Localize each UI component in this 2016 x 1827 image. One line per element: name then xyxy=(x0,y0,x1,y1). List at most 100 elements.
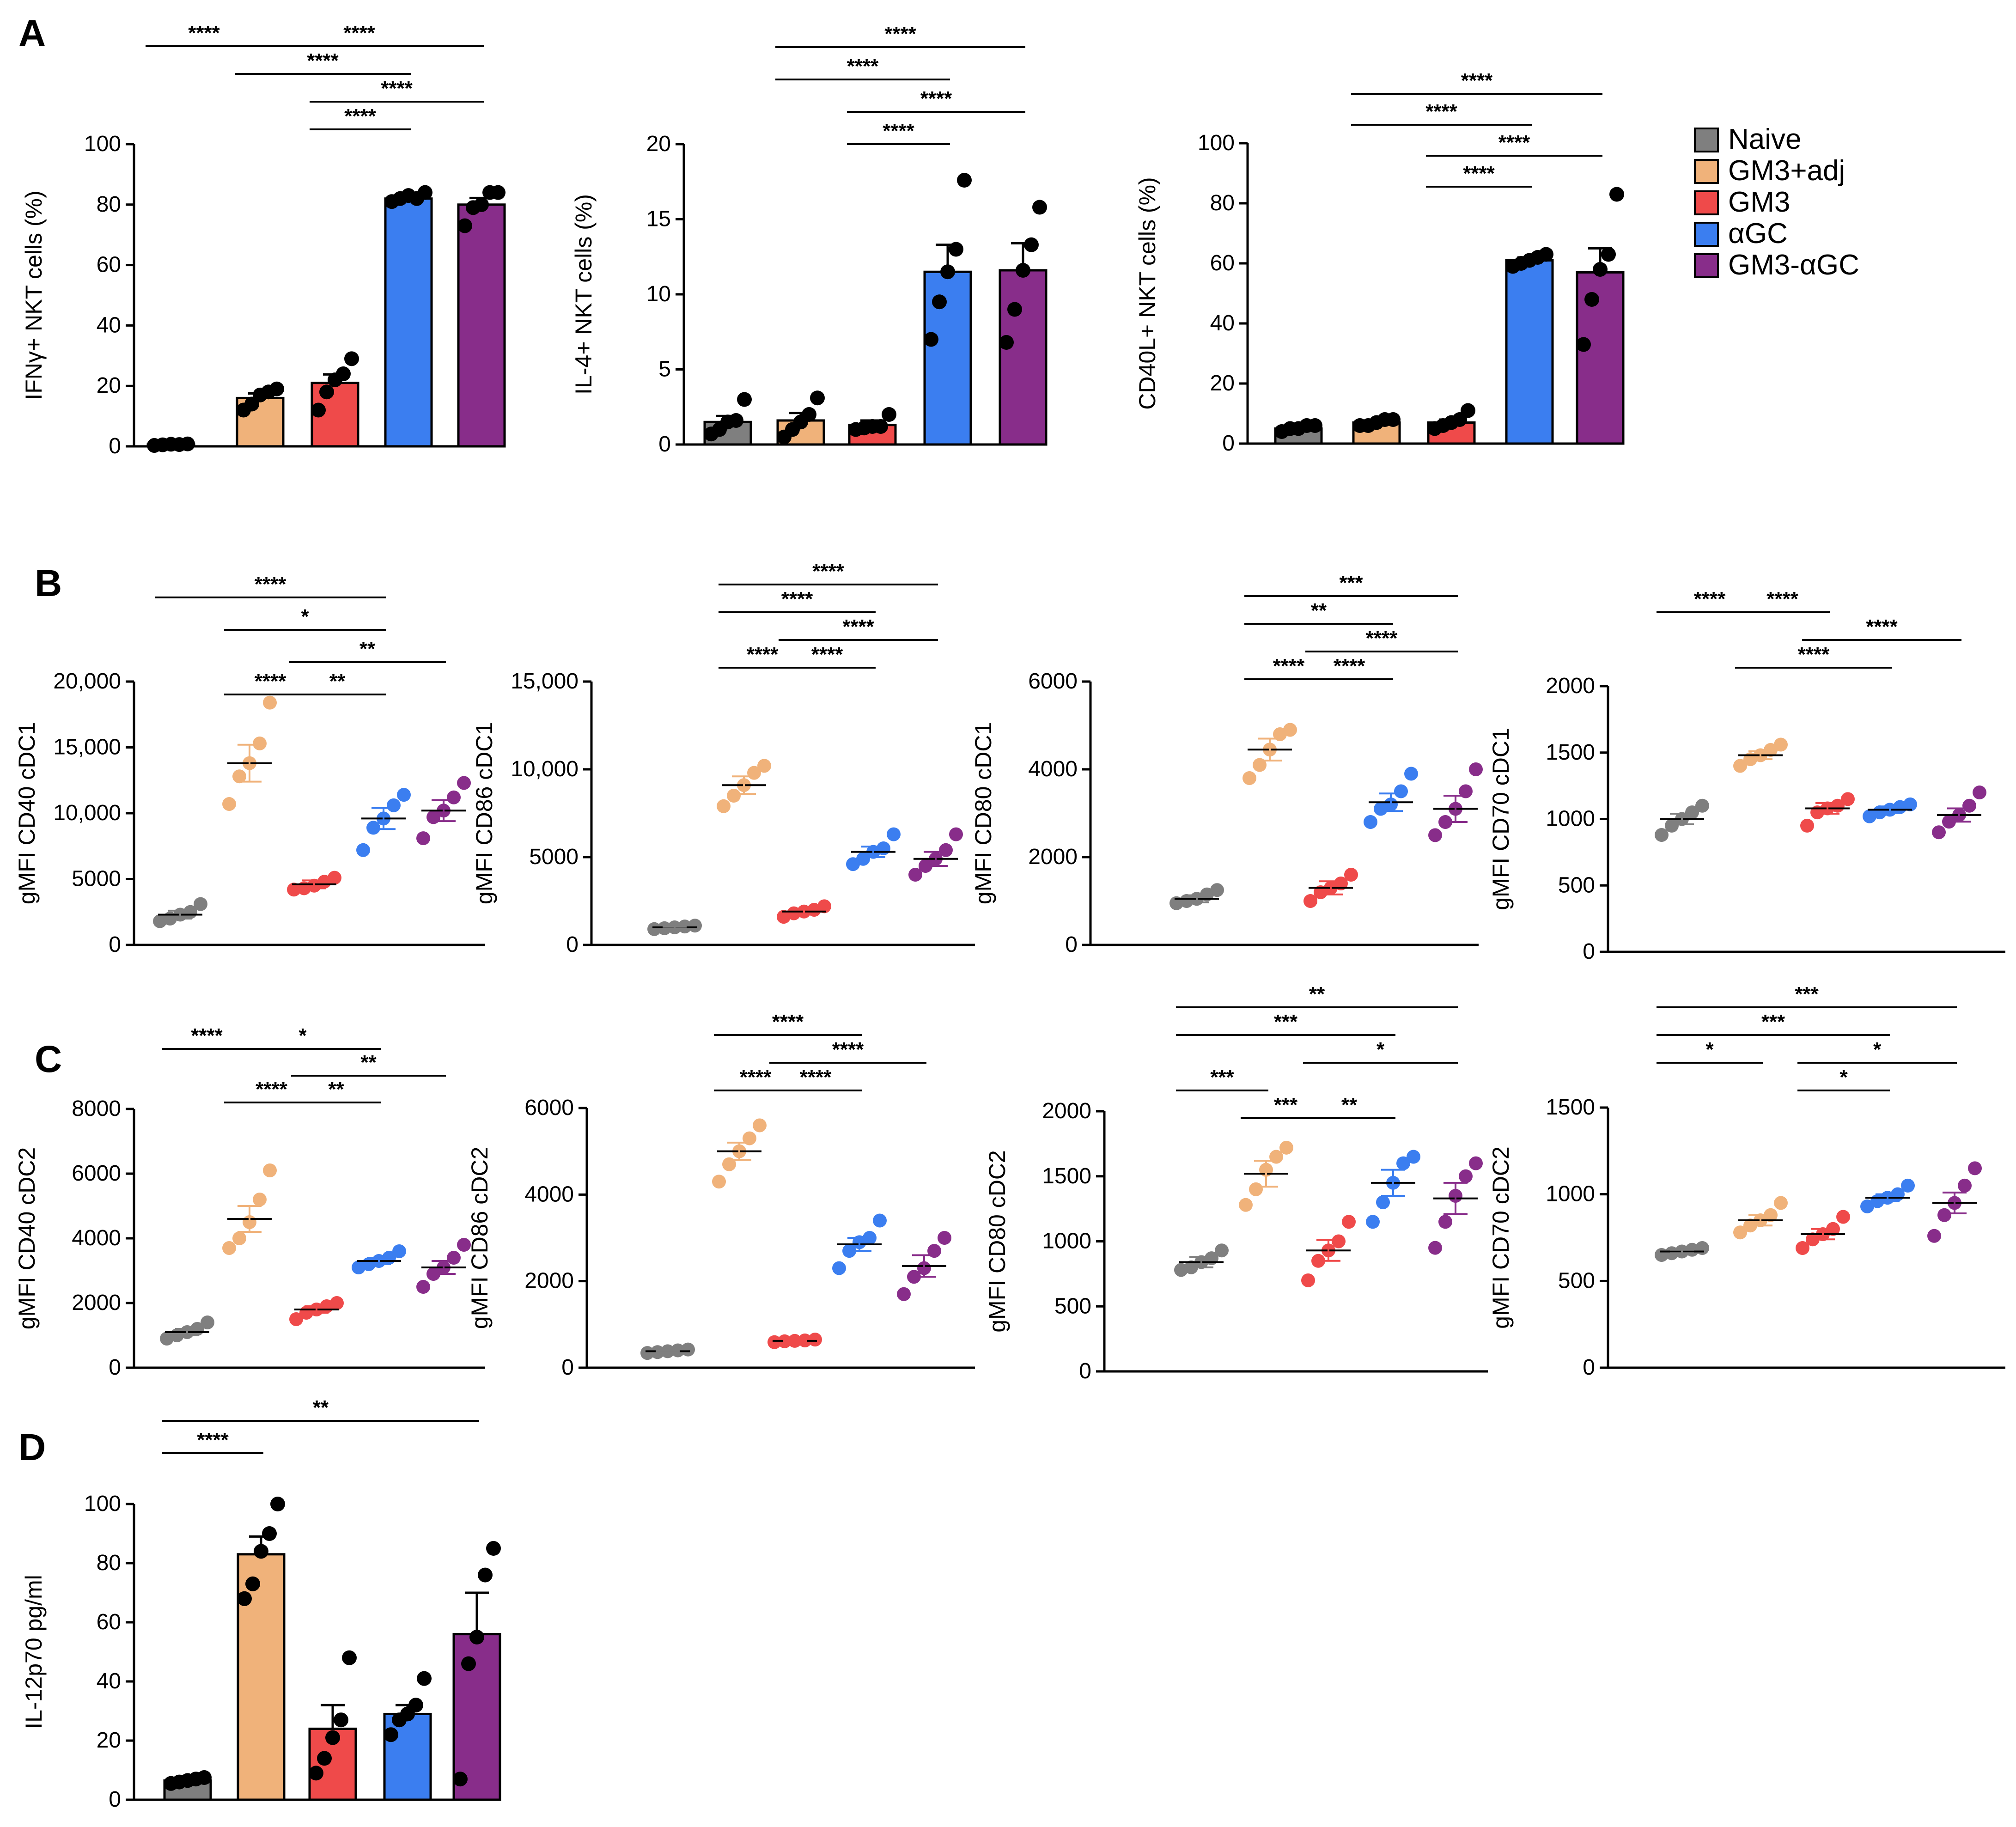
data-point-gm3-adj xyxy=(232,769,246,784)
y-tick-label: 5000 xyxy=(529,845,579,869)
data-point-gm3-agc xyxy=(1601,247,1616,262)
data-point-gm3-adj xyxy=(810,390,825,406)
data-point-gm3-agc xyxy=(1024,237,1039,252)
y-tick-label: 0 xyxy=(109,1787,121,1812)
legend-swatch-agc xyxy=(1694,222,1719,247)
data-point-gm3 xyxy=(1836,1210,1850,1224)
data-point-agc xyxy=(846,857,860,871)
significance-label: **** xyxy=(256,1078,287,1101)
data-point-gm3-agc xyxy=(949,827,963,841)
data-point-gm3-agc xyxy=(1428,1241,1442,1255)
data-point-gm3-agc xyxy=(1469,762,1483,776)
y-tick-label: 100 xyxy=(1198,131,1235,155)
data-point-gm3-agc xyxy=(457,776,471,790)
data-point-gm3 xyxy=(767,1335,781,1349)
significance-label: **** xyxy=(1866,615,1898,638)
data-point-gm3-agc xyxy=(461,1656,476,1671)
y-tick-label: 20 xyxy=(646,132,671,156)
y-tick-label: 4000 xyxy=(524,1182,574,1206)
y-axis-label: gMFI CD40 cDC1 xyxy=(14,722,40,905)
data-point-gm3-agc xyxy=(457,1238,471,1252)
data-point-gm3 xyxy=(808,1333,822,1347)
data-point-naive xyxy=(688,919,702,933)
bar-agc xyxy=(923,270,972,446)
y-tick-label: 0 xyxy=(1079,1359,1091,1383)
chart-b4: 0 500 1000 1500 2000 gMFI CD70 cDC1 **** **** **… xyxy=(1488,588,2005,964)
significance-label: * xyxy=(1839,1066,1848,1089)
data-point-gm3 xyxy=(289,1312,303,1326)
y-tick-label: 0 xyxy=(109,434,121,458)
data-point-gm3-adj xyxy=(254,1544,268,1559)
data-point-gm3-adj xyxy=(270,1497,285,1511)
data-point-gm3-adj xyxy=(753,1118,767,1133)
y-tick-label: 5 xyxy=(658,357,671,382)
y-tick-label: 40 xyxy=(97,313,121,337)
data-point-gm3 xyxy=(873,419,888,434)
y-tick-label: 0 xyxy=(1222,431,1235,456)
significance-label: **** xyxy=(1766,588,1798,610)
data-point-agc xyxy=(387,798,401,812)
legend-label-agc: αGC xyxy=(1728,218,1788,250)
y-axis-label: IL-12p70 pg/ml xyxy=(21,1575,47,1729)
data-point-gm3-agc xyxy=(416,1280,430,1294)
y-tick-label: 80 xyxy=(1210,191,1235,215)
data-point-agc xyxy=(384,1727,398,1742)
data-point-gm3 xyxy=(1301,1273,1315,1287)
data-point-gm3-adj xyxy=(222,1241,236,1255)
y-tick-label: 2000 xyxy=(1546,674,1595,698)
data-point-gm3-adj xyxy=(1279,1140,1293,1155)
significance-label: **** xyxy=(381,77,413,100)
bar-agc xyxy=(383,1712,432,1801)
data-point-gm3-agc xyxy=(1968,1161,1982,1175)
data-point-naive xyxy=(640,1346,654,1360)
significance-label: **** xyxy=(842,615,874,638)
y-tick-label: 10 xyxy=(646,282,671,306)
y-tick-label: 0 xyxy=(1583,939,1595,964)
legend-swatch-gm3 xyxy=(1694,190,1719,215)
data-point-gm3-adj xyxy=(727,789,741,803)
y-tick-label: 100 xyxy=(84,1492,121,1516)
data-point-gm3-adj xyxy=(1239,1198,1253,1212)
data-point-naive xyxy=(1215,1243,1229,1258)
significance-label: **** xyxy=(772,1011,804,1033)
data-point-gm3-adj xyxy=(262,1526,277,1541)
data-point-agc xyxy=(940,264,955,280)
data-point-gm3-agc xyxy=(457,218,472,233)
data-point-gm3-agc xyxy=(447,790,461,804)
data-point-agc xyxy=(949,242,963,257)
data-point-gm3-adj xyxy=(802,407,816,422)
data-point-gm3-agc xyxy=(469,1630,484,1644)
data-point-gm3 xyxy=(342,1650,357,1665)
data-point-gm3 xyxy=(334,1712,348,1728)
data-point-gm3-adj xyxy=(245,1576,260,1591)
significance-label: **** xyxy=(1798,643,1830,666)
data-point-gm3-agc xyxy=(1973,786,1986,799)
data-point-naive xyxy=(201,1315,214,1329)
data-point-gm3-agc xyxy=(416,831,430,846)
data-point-gm3-adj xyxy=(269,381,284,396)
y-tick-label: 0 xyxy=(658,432,671,457)
bar-gm3-adj xyxy=(237,1553,286,1801)
data-point-gm3-adj xyxy=(263,1163,277,1177)
data-point-naive xyxy=(1655,828,1669,842)
significance-label: *** xyxy=(1210,1066,1234,1089)
data-point-gm3-agc xyxy=(1016,263,1030,278)
y-tick-label: 20 xyxy=(1210,371,1235,396)
data-point-agc xyxy=(856,852,870,866)
data-point-gm3-agc xyxy=(1428,828,1442,842)
data-point-gm3-adj xyxy=(237,1591,252,1606)
y-axis-label: gMFI CD70 cDC1 xyxy=(1488,728,1514,910)
significance-label: **** xyxy=(1461,69,1493,92)
y-tick-label: 0 xyxy=(1583,1355,1595,1380)
y-tick-label: 100 xyxy=(84,132,121,156)
y-tick-label: 15,000 xyxy=(511,669,579,694)
y-tick-label: 2000 xyxy=(524,1269,574,1293)
y-tick-label: 60 xyxy=(1210,251,1235,275)
data-point-naive xyxy=(647,922,661,936)
